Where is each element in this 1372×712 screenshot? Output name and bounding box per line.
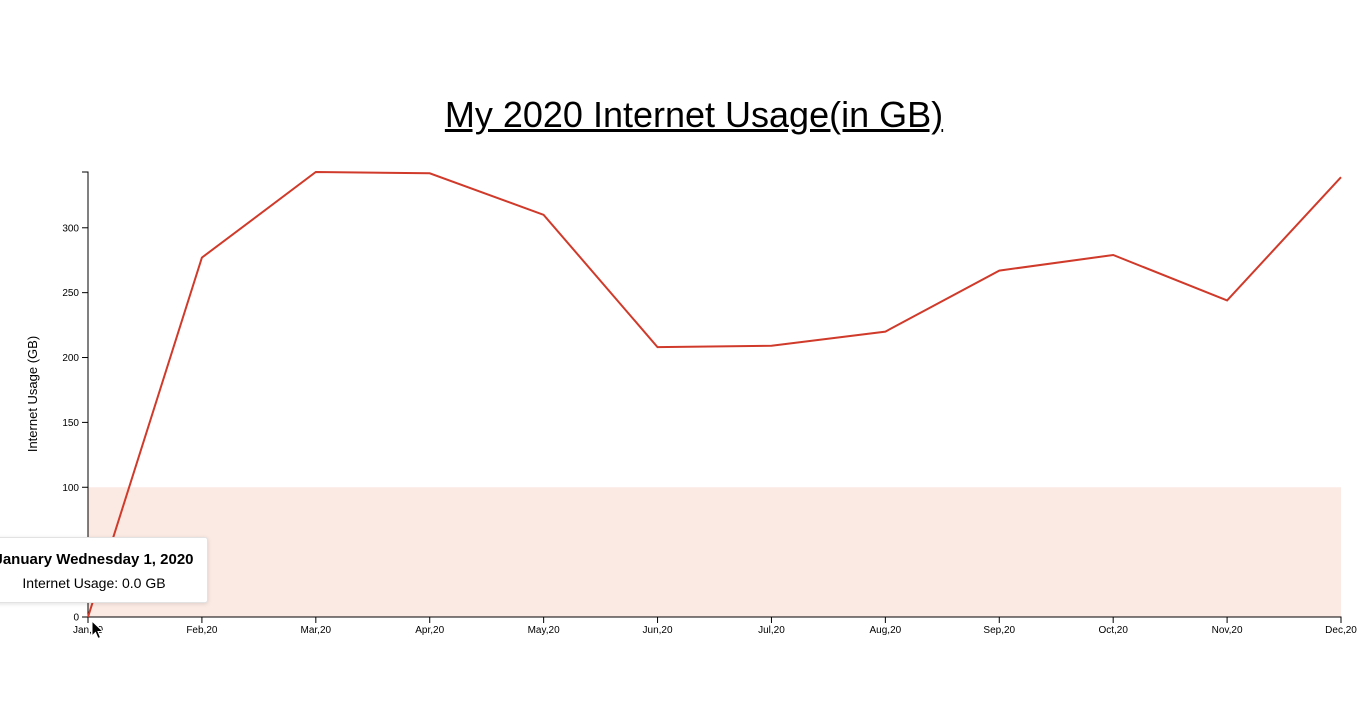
x-tick-label: Aug,20 <box>870 625 902 636</box>
x-tick-label: May,20 <box>528 625 560 636</box>
y-tick-label: 200 <box>62 353 79 364</box>
data-point[interactable] <box>881 328 889 336</box>
tooltip-date: January Wednesday 1, 2020 <box>0 551 207 568</box>
mouse-pointer-icon <box>91 620 105 640</box>
data-tooltip: January Wednesday 1, 2020 Internet Usage… <box>0 537 208 603</box>
y-tick-label: 0 <box>73 613 79 624</box>
x-tick-label: Feb,20 <box>186 625 218 636</box>
y-tick-label: 250 <box>62 288 79 299</box>
x-tick-label: Jul,20 <box>758 625 785 636</box>
x-axis: Jan,20 Feb,20 Mar,20 Apr,20 May,20 Jun,20 Jul,… <box>73 617 1357 636</box>
x-tick-label: Mar,20 <box>301 625 332 636</box>
threshold-band <box>88 487 1341 617</box>
tooltip-usage: Internet Usage: 0.0 GB <box>0 575 207 591</box>
data-point[interactable] <box>1109 251 1117 259</box>
x-tick-label: Dec,20 <box>1325 625 1357 636</box>
data-point[interactable] <box>995 267 1003 275</box>
data-point[interactable] <box>654 343 662 351</box>
data-point[interactable] <box>540 211 548 219</box>
y-tick-label: 100 <box>62 483 79 494</box>
y-tick-label: 300 <box>62 223 79 234</box>
y-axis-label: Internet Usage (GB) <box>25 336 40 452</box>
x-tick-label: Sep,20 <box>983 625 1015 636</box>
x-tick-label: Jun,20 <box>643 625 673 636</box>
x-tick-label: Apr,20 <box>415 625 444 636</box>
data-point[interactable] <box>1223 296 1231 304</box>
data-point[interactable] <box>426 169 434 177</box>
x-tick-label: Nov,20 <box>1212 625 1243 636</box>
data-point[interactable] <box>767 342 775 350</box>
data-point[interactable] <box>312 168 320 176</box>
data-point[interactable] <box>198 254 206 262</box>
y-tick-label: 150 <box>62 418 79 429</box>
data-point[interactable] <box>1337 173 1345 181</box>
x-tick-label: Oct,20 <box>1098 625 1128 636</box>
x-axis-domain <box>88 617 1341 623</box>
